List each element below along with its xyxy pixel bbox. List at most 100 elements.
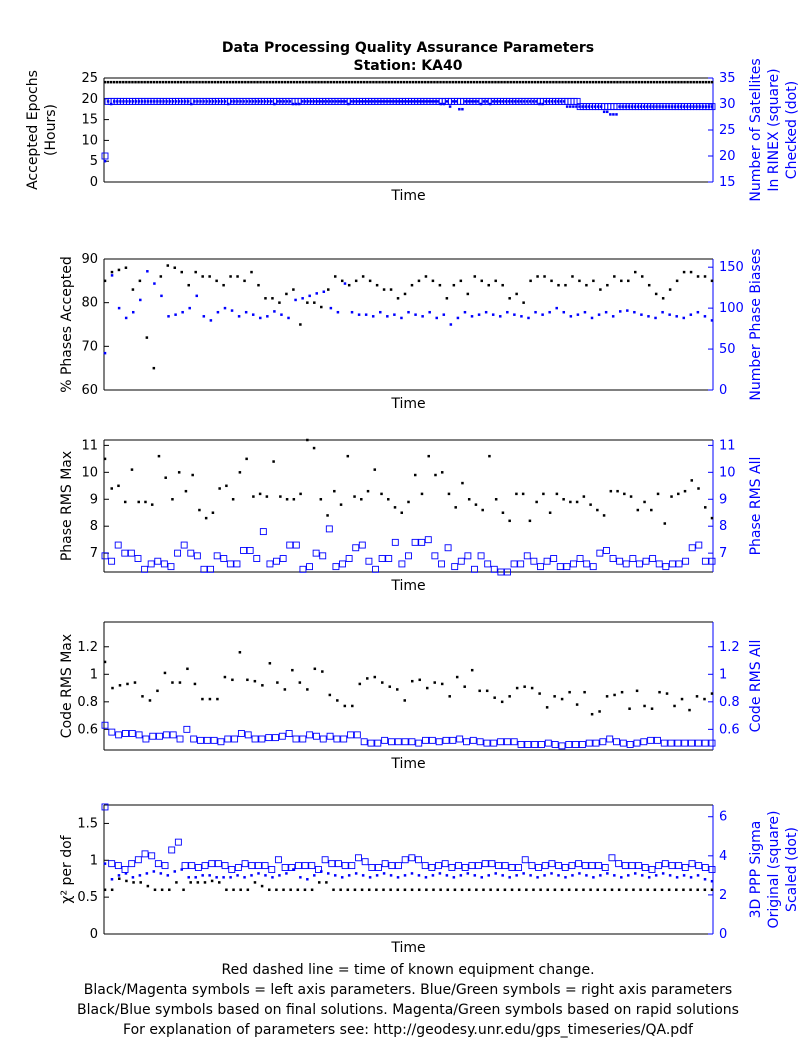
data-point-left-dot — [232, 888, 235, 892]
data-point-right-dot — [562, 100, 566, 103]
data-point-left-dot — [590, 712, 594, 716]
data-point-right-dot — [553, 100, 557, 103]
data-point-right-dot — [520, 315, 523, 318]
data-point-left-dot — [475, 80, 479, 84]
data-point-right-square — [569, 560, 577, 568]
data-point-left-dot — [238, 471, 242, 474]
data-point-left-dot — [400, 511, 404, 514]
data-point-left-dot — [636, 508, 640, 512]
data-point-right-dot — [131, 876, 135, 879]
y-axis-label-left: (Hours) — [43, 104, 59, 156]
data-point-right-square — [355, 854, 362, 862]
data-point-left-dot — [591, 80, 595, 84]
data-point-right-dot — [122, 100, 125, 103]
data-point-left-dot — [158, 80, 162, 84]
data-point-right-square — [648, 866, 656, 873]
data-point-left-dot — [382, 288, 386, 291]
data-point-left-dot — [148, 699, 152, 702]
data-point-right-square — [695, 862, 703, 870]
data-point-right-dot — [375, 874, 379, 877]
data-point-left-dot — [308, 80, 311, 84]
tick-label-left: 60 — [81, 383, 98, 398]
data-point-right-dot — [327, 872, 330, 875]
data-point-right-square — [251, 735, 259, 743]
data-point-right-dot — [689, 876, 693, 879]
data-point-right-dot — [190, 102, 193, 106]
data-point-left-dot — [663, 522, 667, 525]
data-point-right-square — [455, 862, 462, 870]
data-point-right-dot — [152, 870, 156, 873]
data-point-right-dot — [291, 102, 295, 106]
data-point-left-dot — [155, 80, 159, 84]
tick-label-left: 0 — [90, 175, 98, 190]
data-point-right-dot — [449, 323, 453, 326]
data-point-right-dot — [455, 100, 458, 103]
data-point-right-square — [162, 731, 170, 739]
data-point-right-square — [101, 721, 109, 729]
data-point-left-dot — [597, 80, 601, 84]
data-point-right-dot — [547, 100, 550, 103]
data-point-left-dot — [664, 80, 668, 84]
data-point-right-dot — [340, 876, 344, 879]
data-point-right-square — [616, 557, 624, 565]
data-point-right-square — [128, 860, 136, 868]
data-point-left-dot — [617, 888, 621, 892]
data-point-right-square — [203, 736, 211, 744]
data-point-left-dot — [335, 80, 339, 84]
data-point-left-dot — [560, 697, 564, 701]
data-point-right-dot — [393, 313, 396, 316]
data-point-right-square — [341, 862, 349, 870]
data-point-right-square — [108, 557, 116, 565]
data-point-right-dot — [647, 315, 650, 318]
data-point-right-dot — [365, 100, 369, 103]
tick-label-left: 25 — [81, 71, 98, 86]
data-point-left-dot — [532, 888, 535, 892]
data-point-right-dot — [456, 316, 460, 320]
tick-label-left: 0.8 — [77, 695, 98, 710]
data-point-left-dot — [396, 888, 400, 892]
data-point-left-dot — [677, 80, 680, 84]
data-point-left-dot — [530, 80, 534, 84]
data-point-right-dot — [382, 872, 386, 875]
data-point-left-dot — [175, 881, 178, 884]
data-point-right-square — [626, 741, 634, 748]
data-point-right-square — [422, 736, 430, 744]
footer-line-1: Red dashed line = time of known equipmen… — [221, 962, 594, 978]
data-point-right-square — [292, 735, 300, 743]
data-point-right-dot — [535, 100, 538, 103]
data-point-right-dot — [670, 105, 674, 108]
data-point-right-square — [530, 557, 538, 565]
data-point-right-dot — [485, 100, 489, 103]
data-point-right-dot — [585, 874, 588, 877]
data-point-right-dot — [536, 876, 539, 879]
data-point-right-dot — [411, 100, 415, 103]
data-point-right-dot — [581, 105, 584, 108]
data-point-left-dot — [208, 697, 212, 701]
data-point-right-square — [475, 862, 482, 870]
data-point-right-dot — [559, 100, 563, 103]
data-point-right-dot — [519, 100, 523, 103]
tick-label-right: 2 — [719, 888, 727, 903]
data-point-right-dot — [131, 310, 135, 314]
data-point-left-dot — [354, 279, 358, 283]
data-point-left-dot — [689, 888, 692, 892]
data-point-right-dot — [661, 105, 664, 108]
data-point-left-dot — [552, 80, 555, 84]
data-point-right-dot — [103, 159, 107, 163]
data-point-right-square — [154, 557, 162, 565]
data-point-left-dot — [306, 688, 309, 691]
data-point-left-dot — [361, 275, 365, 278]
data-point-right-dot — [689, 105, 692, 108]
tick-label-left: 20 — [81, 92, 98, 107]
data-point-right-square — [353, 731, 361, 739]
data-point-left-dot — [396, 297, 400, 300]
data-point-left-dot — [625, 888, 628, 892]
data-point-right-square — [495, 862, 502, 870]
data-point-left-dot — [474, 503, 478, 506]
data-point-right-dot — [621, 105, 624, 108]
data-point-right-square — [510, 560, 518, 568]
data-point-right-dot — [138, 874, 142, 877]
data-point-left-dot — [413, 473, 417, 477]
data-point-left-dot — [156, 689, 159, 693]
data-point-left-dot — [640, 80, 644, 84]
